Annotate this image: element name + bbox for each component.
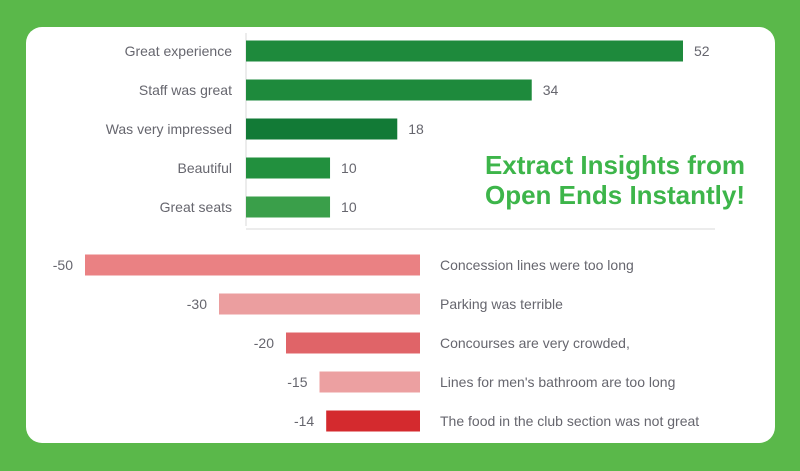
negative-category-label: Concourses are very crowded, bbox=[440, 335, 630, 351]
negative-bar bbox=[219, 293, 420, 315]
positive-value-label: 34 bbox=[543, 82, 559, 98]
positive-bar bbox=[246, 196, 331, 218]
negative-value-label: -20 bbox=[254, 335, 274, 351]
negative-bar bbox=[85, 254, 420, 276]
positive-bar bbox=[246, 79, 532, 101]
headline-line-1: Extract Insights from bbox=[484, 150, 746, 180]
positive-bar bbox=[246, 157, 331, 179]
positive-category-label: Beautiful bbox=[178, 160, 232, 176]
positive-bar bbox=[246, 40, 683, 62]
negative-category-label: Concession lines were too long bbox=[440, 257, 634, 273]
positive-category-label: Was very impressed bbox=[106, 121, 232, 137]
negative-value-label: -30 bbox=[187, 296, 207, 312]
negative-category-label: The food in the club section was not gre… bbox=[440, 413, 699, 429]
negative-value-label: -14 bbox=[294, 413, 314, 429]
negative-bar bbox=[326, 410, 420, 432]
positive-value-label: 10 bbox=[341, 160, 357, 176]
headline: Extract Insights from Open Ends Instantl… bbox=[465, 150, 765, 210]
positive-value-label: 52 bbox=[694, 43, 710, 59]
positive-value-label: 18 bbox=[408, 121, 424, 137]
headline-line-2: Open Ends Instantly! bbox=[484, 180, 746, 210]
negative-category-label: Parking was terrible bbox=[440, 296, 563, 312]
negative-category-label: Lines for men's bathroom are too long bbox=[440, 374, 675, 390]
positive-category-label: Staff was great bbox=[139, 82, 232, 98]
negative-value-label: -50 bbox=[53, 257, 73, 273]
negative-bar bbox=[286, 332, 420, 354]
negative-value-label: -15 bbox=[287, 374, 307, 390]
negative-bar bbox=[319, 371, 420, 393]
positive-category-label: Great seats bbox=[160, 199, 232, 215]
positive-category-label: Great experience bbox=[125, 43, 233, 59]
positive-bar bbox=[246, 118, 398, 140]
positive-value-label: 10 bbox=[341, 199, 357, 215]
